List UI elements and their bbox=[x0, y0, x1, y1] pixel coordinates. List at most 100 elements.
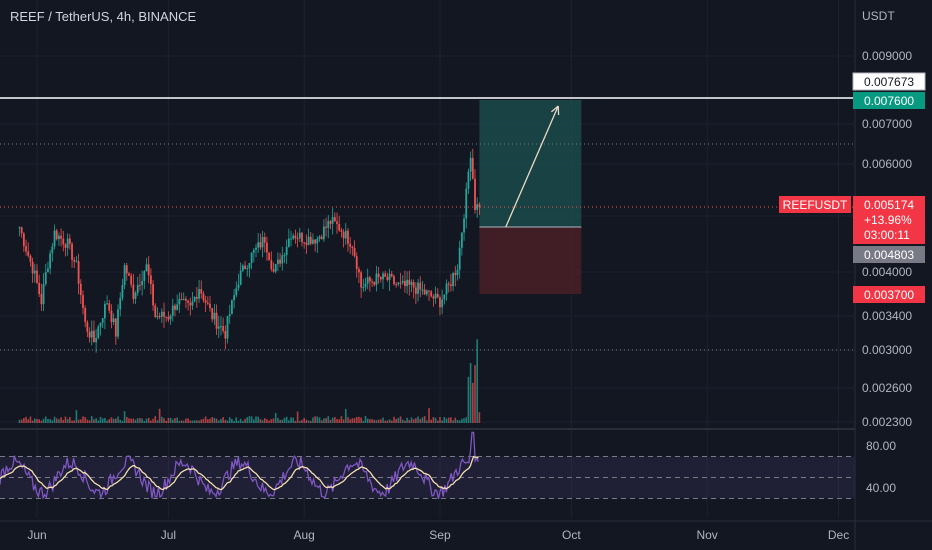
volume-bar bbox=[388, 419, 391, 423]
candle bbox=[101, 318, 104, 323]
candle bbox=[384, 273, 387, 277]
volume-bar bbox=[461, 418, 463, 423]
loss-zone[interactable] bbox=[479, 227, 582, 294]
candle bbox=[257, 242, 260, 248]
volume-bar bbox=[97, 420, 100, 423]
volume-bar bbox=[123, 411, 126, 423]
candle bbox=[465, 188, 468, 219]
candle bbox=[112, 318, 115, 323]
volume-bar bbox=[106, 420, 108, 423]
volume-bar bbox=[125, 416, 128, 423]
volume-bar bbox=[338, 419, 341, 423]
volume-bar bbox=[117, 416, 119, 423]
volume-bar bbox=[430, 419, 432, 423]
volume-bar bbox=[167, 417, 170, 423]
candle bbox=[373, 281, 376, 285]
candle bbox=[390, 273, 393, 277]
candle bbox=[22, 233, 25, 247]
volume-bar bbox=[463, 418, 465, 423]
candle bbox=[371, 281, 373, 283]
time-axis-label: Nov bbox=[696, 528, 717, 542]
candle bbox=[377, 273, 380, 278]
volume-bar bbox=[99, 416, 102, 423]
candle bbox=[336, 221, 338, 224]
volume-bar bbox=[29, 416, 32, 423]
volume-bar bbox=[410, 417, 413, 423]
volume-bar bbox=[47, 418, 49, 423]
candle bbox=[95, 338, 98, 343]
volume-bar bbox=[93, 419, 95, 423]
volume-bar bbox=[66, 419, 69, 423]
candle bbox=[279, 259, 281, 264]
candle bbox=[309, 236, 312, 244]
white-level-badge-bg[interactable] bbox=[852, 72, 926, 91]
candle bbox=[213, 312, 216, 320]
volume-bar bbox=[53, 416, 56, 423]
volume-bar bbox=[84, 417, 86, 423]
volume-bar bbox=[25, 416, 27, 423]
change-label: +13.96% bbox=[864, 213, 912, 227]
candle bbox=[130, 275, 133, 285]
entry-badge-bg[interactable] bbox=[853, 246, 925, 263]
volume-bar bbox=[436, 420, 439, 423]
volume-bar bbox=[386, 420, 389, 423]
symbol-tag-bg[interactable] bbox=[779, 196, 851, 213]
candle bbox=[209, 303, 211, 309]
candle bbox=[408, 279, 411, 285]
volume-bar bbox=[141, 418, 143, 423]
candle bbox=[139, 284, 141, 286]
candle bbox=[53, 230, 56, 247]
candle bbox=[322, 226, 325, 240]
volume-bar bbox=[150, 420, 152, 423]
candle bbox=[375, 273, 378, 285]
candle bbox=[445, 283, 448, 295]
volume-bar bbox=[401, 419, 404, 423]
projection-arrow[interactable] bbox=[505, 105, 559, 228]
candle bbox=[178, 299, 181, 305]
candle bbox=[283, 255, 286, 257]
volume-bar bbox=[456, 419, 459, 423]
volume-bar bbox=[174, 418, 176, 423]
candle bbox=[132, 284, 135, 299]
volume-bar bbox=[303, 417, 305, 423]
volume-bar bbox=[458, 420, 461, 423]
target-badge-bg[interactable] bbox=[853, 92, 925, 109]
candle bbox=[119, 298, 122, 310]
candle bbox=[290, 238, 292, 240]
candle bbox=[358, 269, 360, 273]
price-tick-label: 0.002600 bbox=[862, 381, 912, 395]
candle bbox=[145, 264, 148, 272]
current-price-badge-bg[interactable] bbox=[853, 196, 925, 244]
volume-bar bbox=[69, 416, 71, 423]
time-axis-label: Aug bbox=[294, 528, 315, 542]
profit-zone[interactable] bbox=[479, 100, 582, 228]
candle bbox=[75, 261, 78, 263]
candle bbox=[44, 272, 47, 284]
volume-bar bbox=[165, 420, 168, 423]
candle bbox=[410, 282, 413, 285]
candle bbox=[103, 303, 106, 319]
candle bbox=[298, 232, 301, 239]
candle bbox=[211, 308, 214, 320]
rsi-line bbox=[0, 431, 479, 501]
volume-bar bbox=[320, 420, 323, 423]
stop-badge-bg[interactable] bbox=[853, 286, 925, 303]
candle bbox=[169, 315, 172, 320]
volume-bar bbox=[294, 420, 297, 423]
volume-bar bbox=[108, 419, 111, 423]
candle bbox=[82, 295, 84, 309]
volume-bar bbox=[101, 418, 104, 423]
volume-bar bbox=[285, 416, 288, 423]
candle bbox=[64, 244, 67, 248]
volume-bar bbox=[38, 419, 40, 423]
volume-bar bbox=[417, 416, 419, 423]
candle bbox=[217, 326, 220, 329]
candle bbox=[441, 299, 444, 308]
volume-bar bbox=[397, 417, 400, 423]
candle bbox=[355, 256, 358, 270]
candle bbox=[292, 235, 295, 239]
volume-bar bbox=[415, 418, 417, 423]
